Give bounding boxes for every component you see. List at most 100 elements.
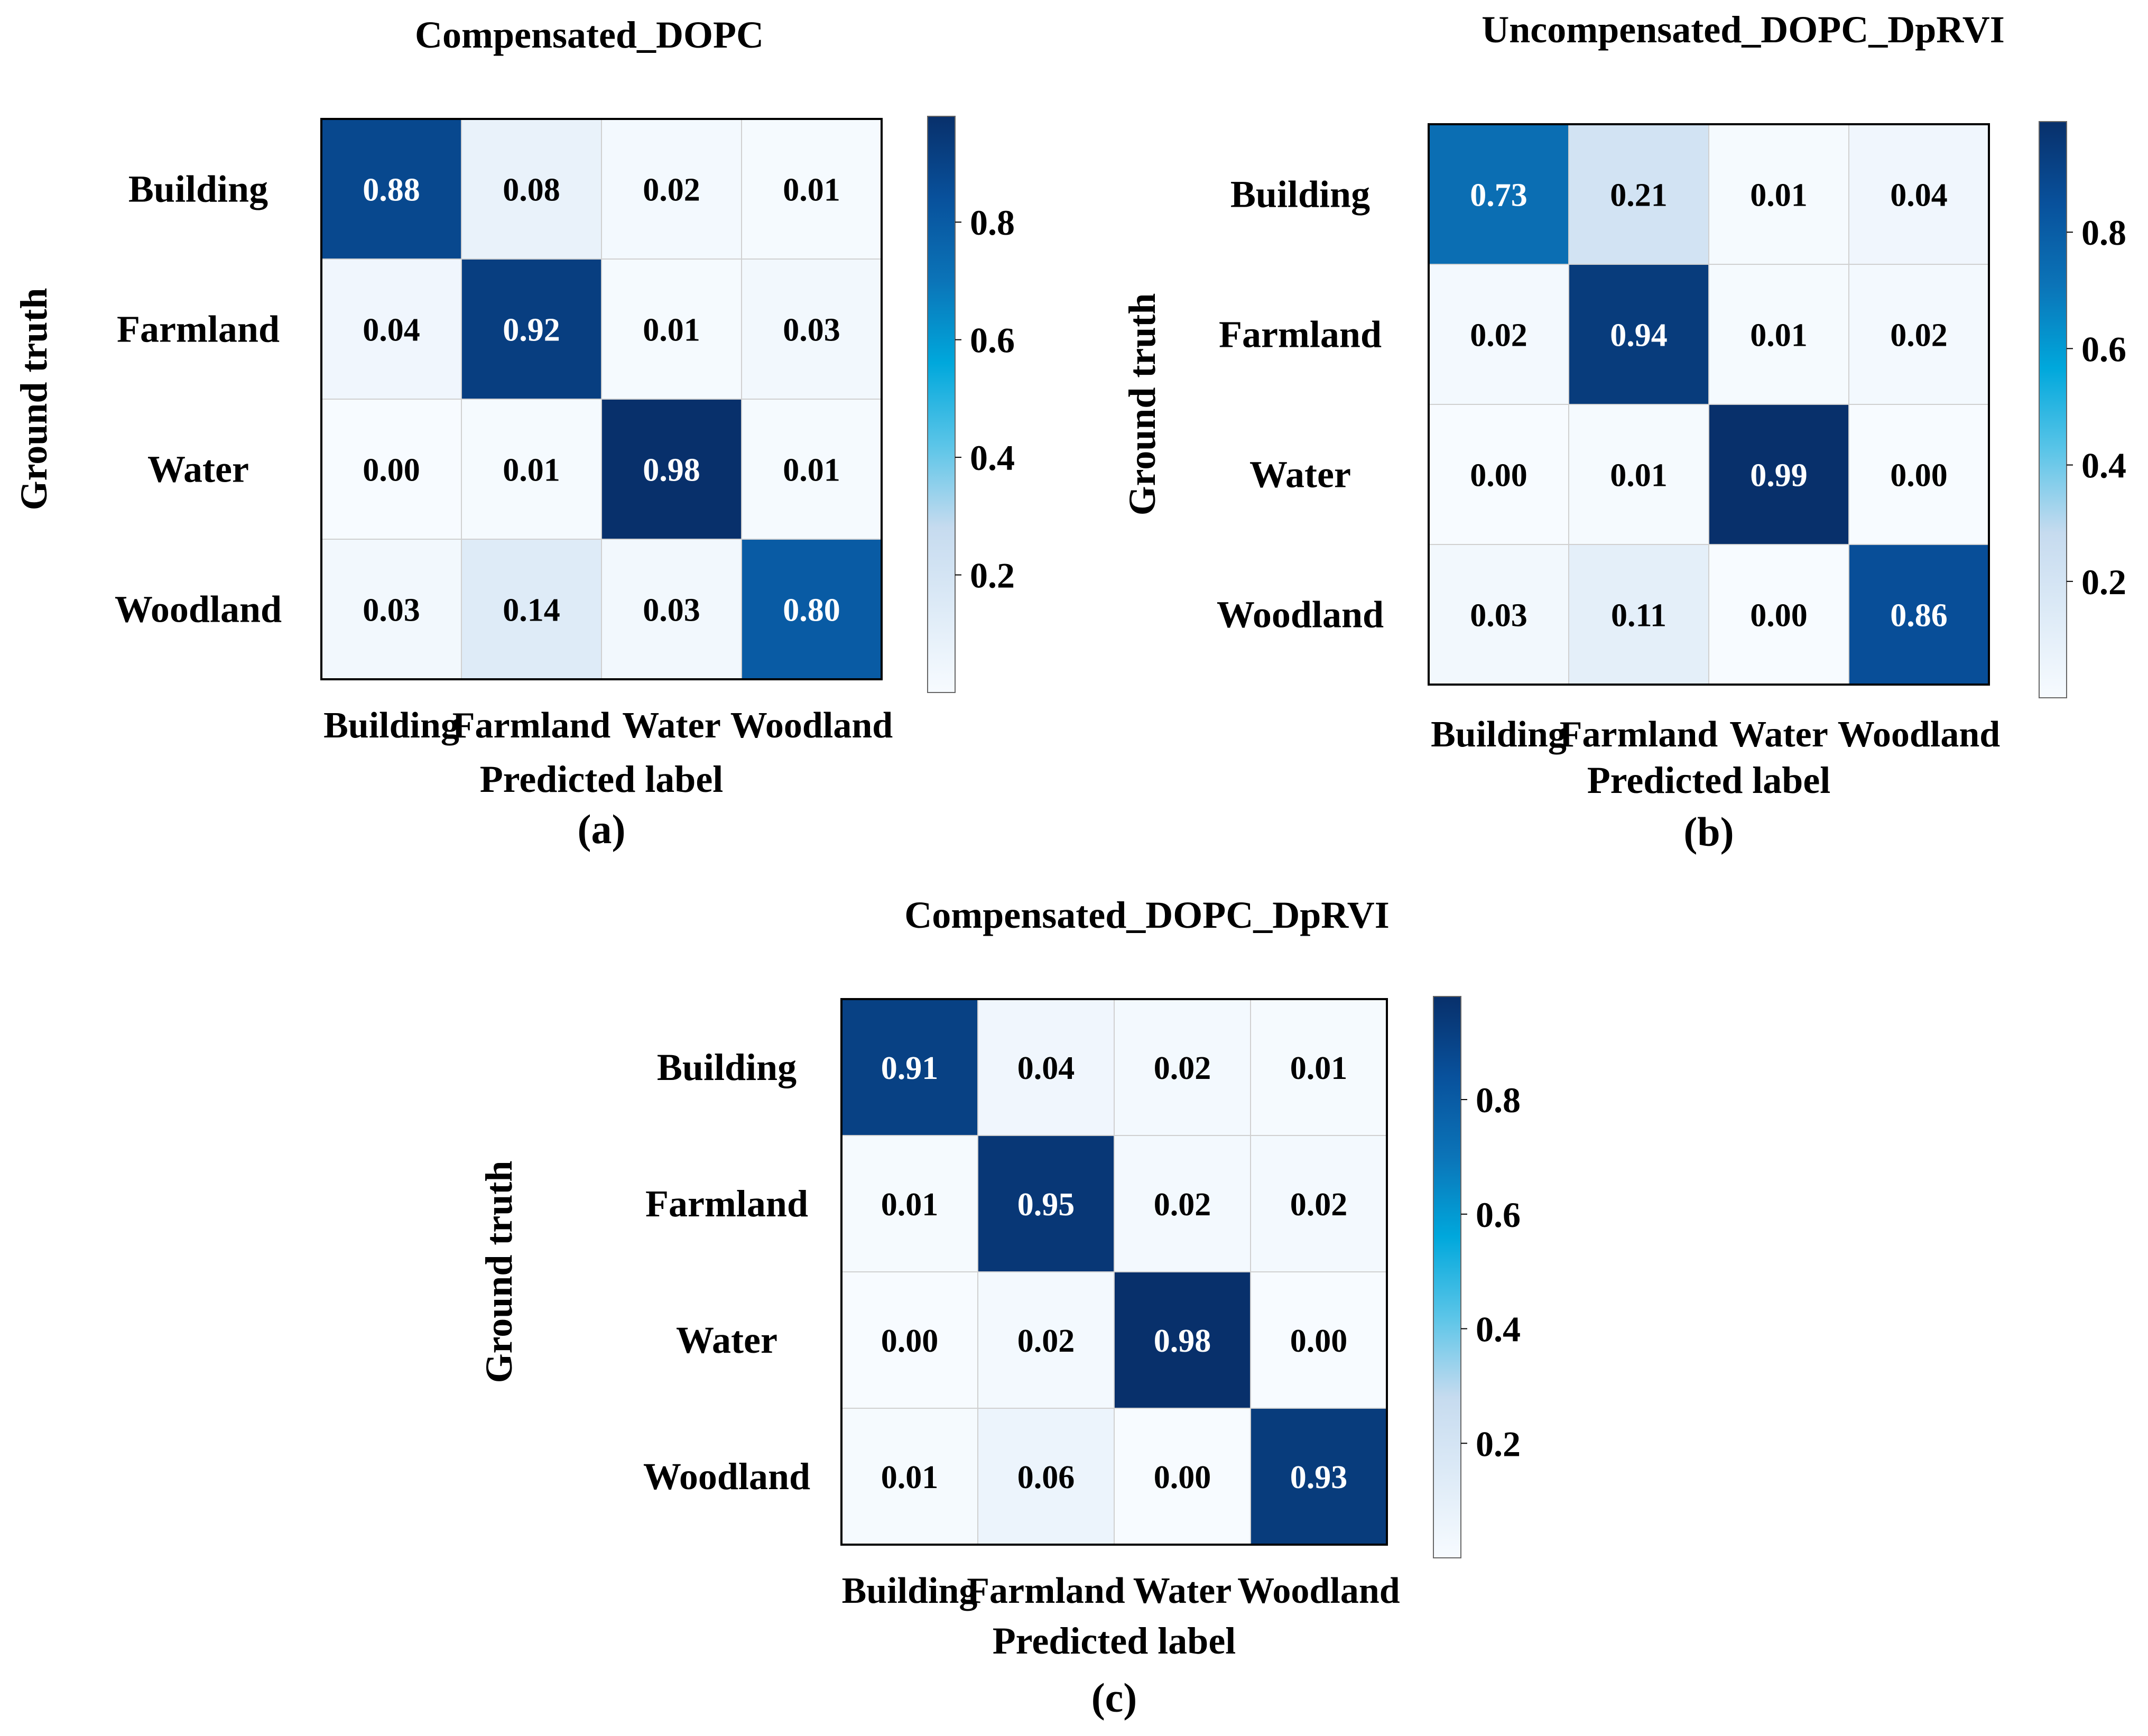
heatmap-cell bbox=[321, 118, 462, 260]
chart-title: Compensated_DOPC_DpRVI bbox=[904, 894, 1390, 936]
row-tick-label: Woodland bbox=[643, 1455, 810, 1498]
cell-value-label: 0.14 bbox=[503, 593, 560, 629]
cell-value-label: 0.00 bbox=[1290, 1323, 1348, 1359]
cell-value-label: 0.03 bbox=[783, 312, 840, 348]
cell-value-label: 0.02 bbox=[643, 172, 700, 208]
heatmap-cell bbox=[1708, 404, 1849, 545]
panel-label: (c) bbox=[1091, 1675, 1137, 1721]
heatmap-cell bbox=[1428, 264, 1569, 405]
row-tick-label: Farmland bbox=[1219, 313, 1382, 356]
y-axis-label: Ground truth bbox=[13, 288, 55, 511]
cell-value-label: 0.00 bbox=[1890, 458, 1948, 494]
cell-value-label: 0.06 bbox=[1017, 1460, 1075, 1495]
cell-value-label: 0.86 bbox=[1890, 598, 1948, 634]
cell-value-label: 0.80 bbox=[783, 593, 840, 629]
row-tick-label: Building bbox=[128, 168, 268, 210]
colorbar bbox=[927, 116, 956, 693]
cell-value-label: 0.11 bbox=[1611, 598, 1666, 634]
row-tick-label: Woodland bbox=[1217, 594, 1384, 636]
heatmap-cell bbox=[741, 399, 882, 540]
colorbar bbox=[2039, 121, 2067, 698]
cell-value-label: 0.08 bbox=[503, 172, 560, 208]
cell-value-label: 0.73 bbox=[1470, 178, 1527, 214]
row-tick-label: Water bbox=[147, 448, 249, 491]
chart-title: Compensated_DOPC bbox=[415, 14, 764, 56]
row-tick-label: Water bbox=[676, 1319, 777, 1361]
confusion-matrix-panel: Uncompensated_DOPC_DpRVI 0.73 0.21 0.01 0.04… bbox=[1121, 8, 2126, 855]
heatmap-cell bbox=[977, 999, 1115, 1136]
heatmap-cell bbox=[1428, 544, 1569, 685]
heatmap-cell bbox=[977, 1135, 1115, 1272]
cell-value-label: 0.01 bbox=[1610, 458, 1668, 494]
column-tick-label: Water bbox=[622, 705, 721, 746]
heatmap-cell bbox=[1568, 264, 1709, 405]
colorbar-tick-label: 0.4 bbox=[970, 438, 1015, 478]
column-tick-label: Woodland bbox=[730, 705, 893, 746]
heatmap-cell bbox=[1428, 124, 1569, 265]
cell-value-label: 0.92 bbox=[503, 312, 560, 348]
cell-value-label: 0.01 bbox=[783, 172, 840, 208]
cell-value-label: 0.01 bbox=[881, 1187, 939, 1223]
cell-value-label: 0.93 bbox=[1290, 1460, 1348, 1495]
column-tick-label: Farmland bbox=[967, 1571, 1125, 1611]
heatmap-cell bbox=[1114, 1135, 1251, 1272]
cell-value-label: 0.01 bbox=[881, 1460, 939, 1495]
heatmap-cell bbox=[1708, 264, 1849, 405]
x-axis-label: Predicted label bbox=[993, 1620, 1236, 1662]
cell-value-label: 0.94 bbox=[1610, 318, 1668, 354]
matrix-frame bbox=[840, 998, 1388, 1546]
heatmap-cell bbox=[977, 1408, 1115, 1545]
heatmap-cell bbox=[1708, 544, 1849, 685]
cell-value-label: 0.01 bbox=[1750, 178, 1808, 214]
column-tick-label: Farmland bbox=[452, 705, 611, 746]
colorbar-tick-label: 0.4 bbox=[1476, 1309, 1521, 1350]
heatmap-cell bbox=[1848, 404, 1989, 545]
cell-value-label: 0.01 bbox=[783, 453, 840, 488]
cell-value-label: 0.91 bbox=[881, 1050, 939, 1086]
colorbar-tick-label: 0.2 bbox=[970, 556, 1015, 596]
heatmap-cell bbox=[1250, 1408, 1387, 1545]
heatmap-cell bbox=[841, 999, 978, 1136]
chart-title: Uncompensated_DOPC_DpRVI bbox=[1482, 8, 2005, 51]
cell-value-label: 0.01 bbox=[1290, 1050, 1348, 1086]
heatmap-cell bbox=[741, 118, 882, 260]
column-tick-label: Building bbox=[842, 1571, 978, 1611]
heatmap-cell bbox=[461, 258, 602, 400]
matrix-frame bbox=[320, 118, 883, 680]
heatmap-cell bbox=[461, 399, 602, 540]
heatmap-cell bbox=[321, 539, 462, 680]
cell-value-label: 0.04 bbox=[363, 312, 420, 348]
colorbar-tick-label: 0.8 bbox=[1476, 1080, 1521, 1120]
heatmap-cell bbox=[1250, 1271, 1387, 1409]
cell-value-label: 0.03 bbox=[1470, 598, 1527, 634]
colorbar-tick-label: 0.2 bbox=[1476, 1424, 1521, 1464]
heatmap-cell bbox=[741, 258, 882, 400]
heatmap-cell bbox=[1848, 264, 1989, 405]
colorbar bbox=[1433, 996, 1461, 1558]
column-tick-label: Water bbox=[1729, 714, 1828, 755]
cell-value-label: 0.04 bbox=[1890, 178, 1948, 214]
panel-label: (b) bbox=[1683, 809, 1734, 855]
cell-value-label: 0.02 bbox=[1290, 1187, 1348, 1223]
cell-value-label: 0.99 bbox=[1750, 458, 1808, 494]
cell-value-label: 0.21 bbox=[1610, 178, 1668, 214]
heatmap-cell bbox=[1568, 544, 1709, 685]
confusion-matrix-panel: Compensated_DOPC 0.88 0.08 0.02 0.01 0.04 0.92… bbox=[13, 14, 1015, 852]
colorbar-tick-label: 0.8 bbox=[970, 202, 1015, 243]
row-tick-label: Farmland bbox=[117, 308, 280, 350]
colorbar-tick-label: 0.8 bbox=[2081, 213, 2126, 253]
x-axis-label: Predicted label bbox=[480, 758, 724, 800]
heatmap-cell bbox=[461, 118, 602, 260]
cell-value-label: 0.00 bbox=[363, 453, 420, 488]
row-tick-label: Woodland bbox=[115, 588, 282, 631]
cell-value-label: 0.02 bbox=[1470, 318, 1527, 354]
column-tick-label: Building bbox=[323, 705, 459, 746]
heatmap-cell bbox=[601, 539, 742, 680]
heatmap-cell bbox=[321, 258, 462, 400]
cell-value-label: 0.02 bbox=[1017, 1323, 1075, 1359]
heatmap-cell bbox=[1848, 124, 1989, 265]
cell-value-label: 0.02 bbox=[1154, 1187, 1211, 1223]
colorbar-tick-label: 0.6 bbox=[2081, 329, 2126, 369]
row-tick-label: Building bbox=[1230, 173, 1370, 216]
cell-value-label: 0.01 bbox=[503, 453, 560, 488]
